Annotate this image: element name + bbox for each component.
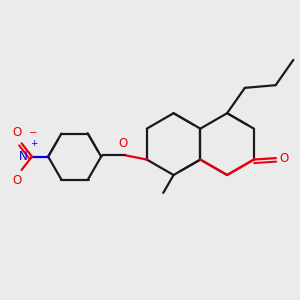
- Text: N: N: [19, 150, 28, 163]
- Text: O: O: [280, 152, 289, 165]
- Text: O: O: [118, 137, 128, 150]
- Text: −: −: [29, 128, 38, 138]
- Text: O: O: [13, 174, 22, 187]
- Text: O: O: [13, 126, 22, 139]
- Text: +: +: [30, 139, 37, 148]
